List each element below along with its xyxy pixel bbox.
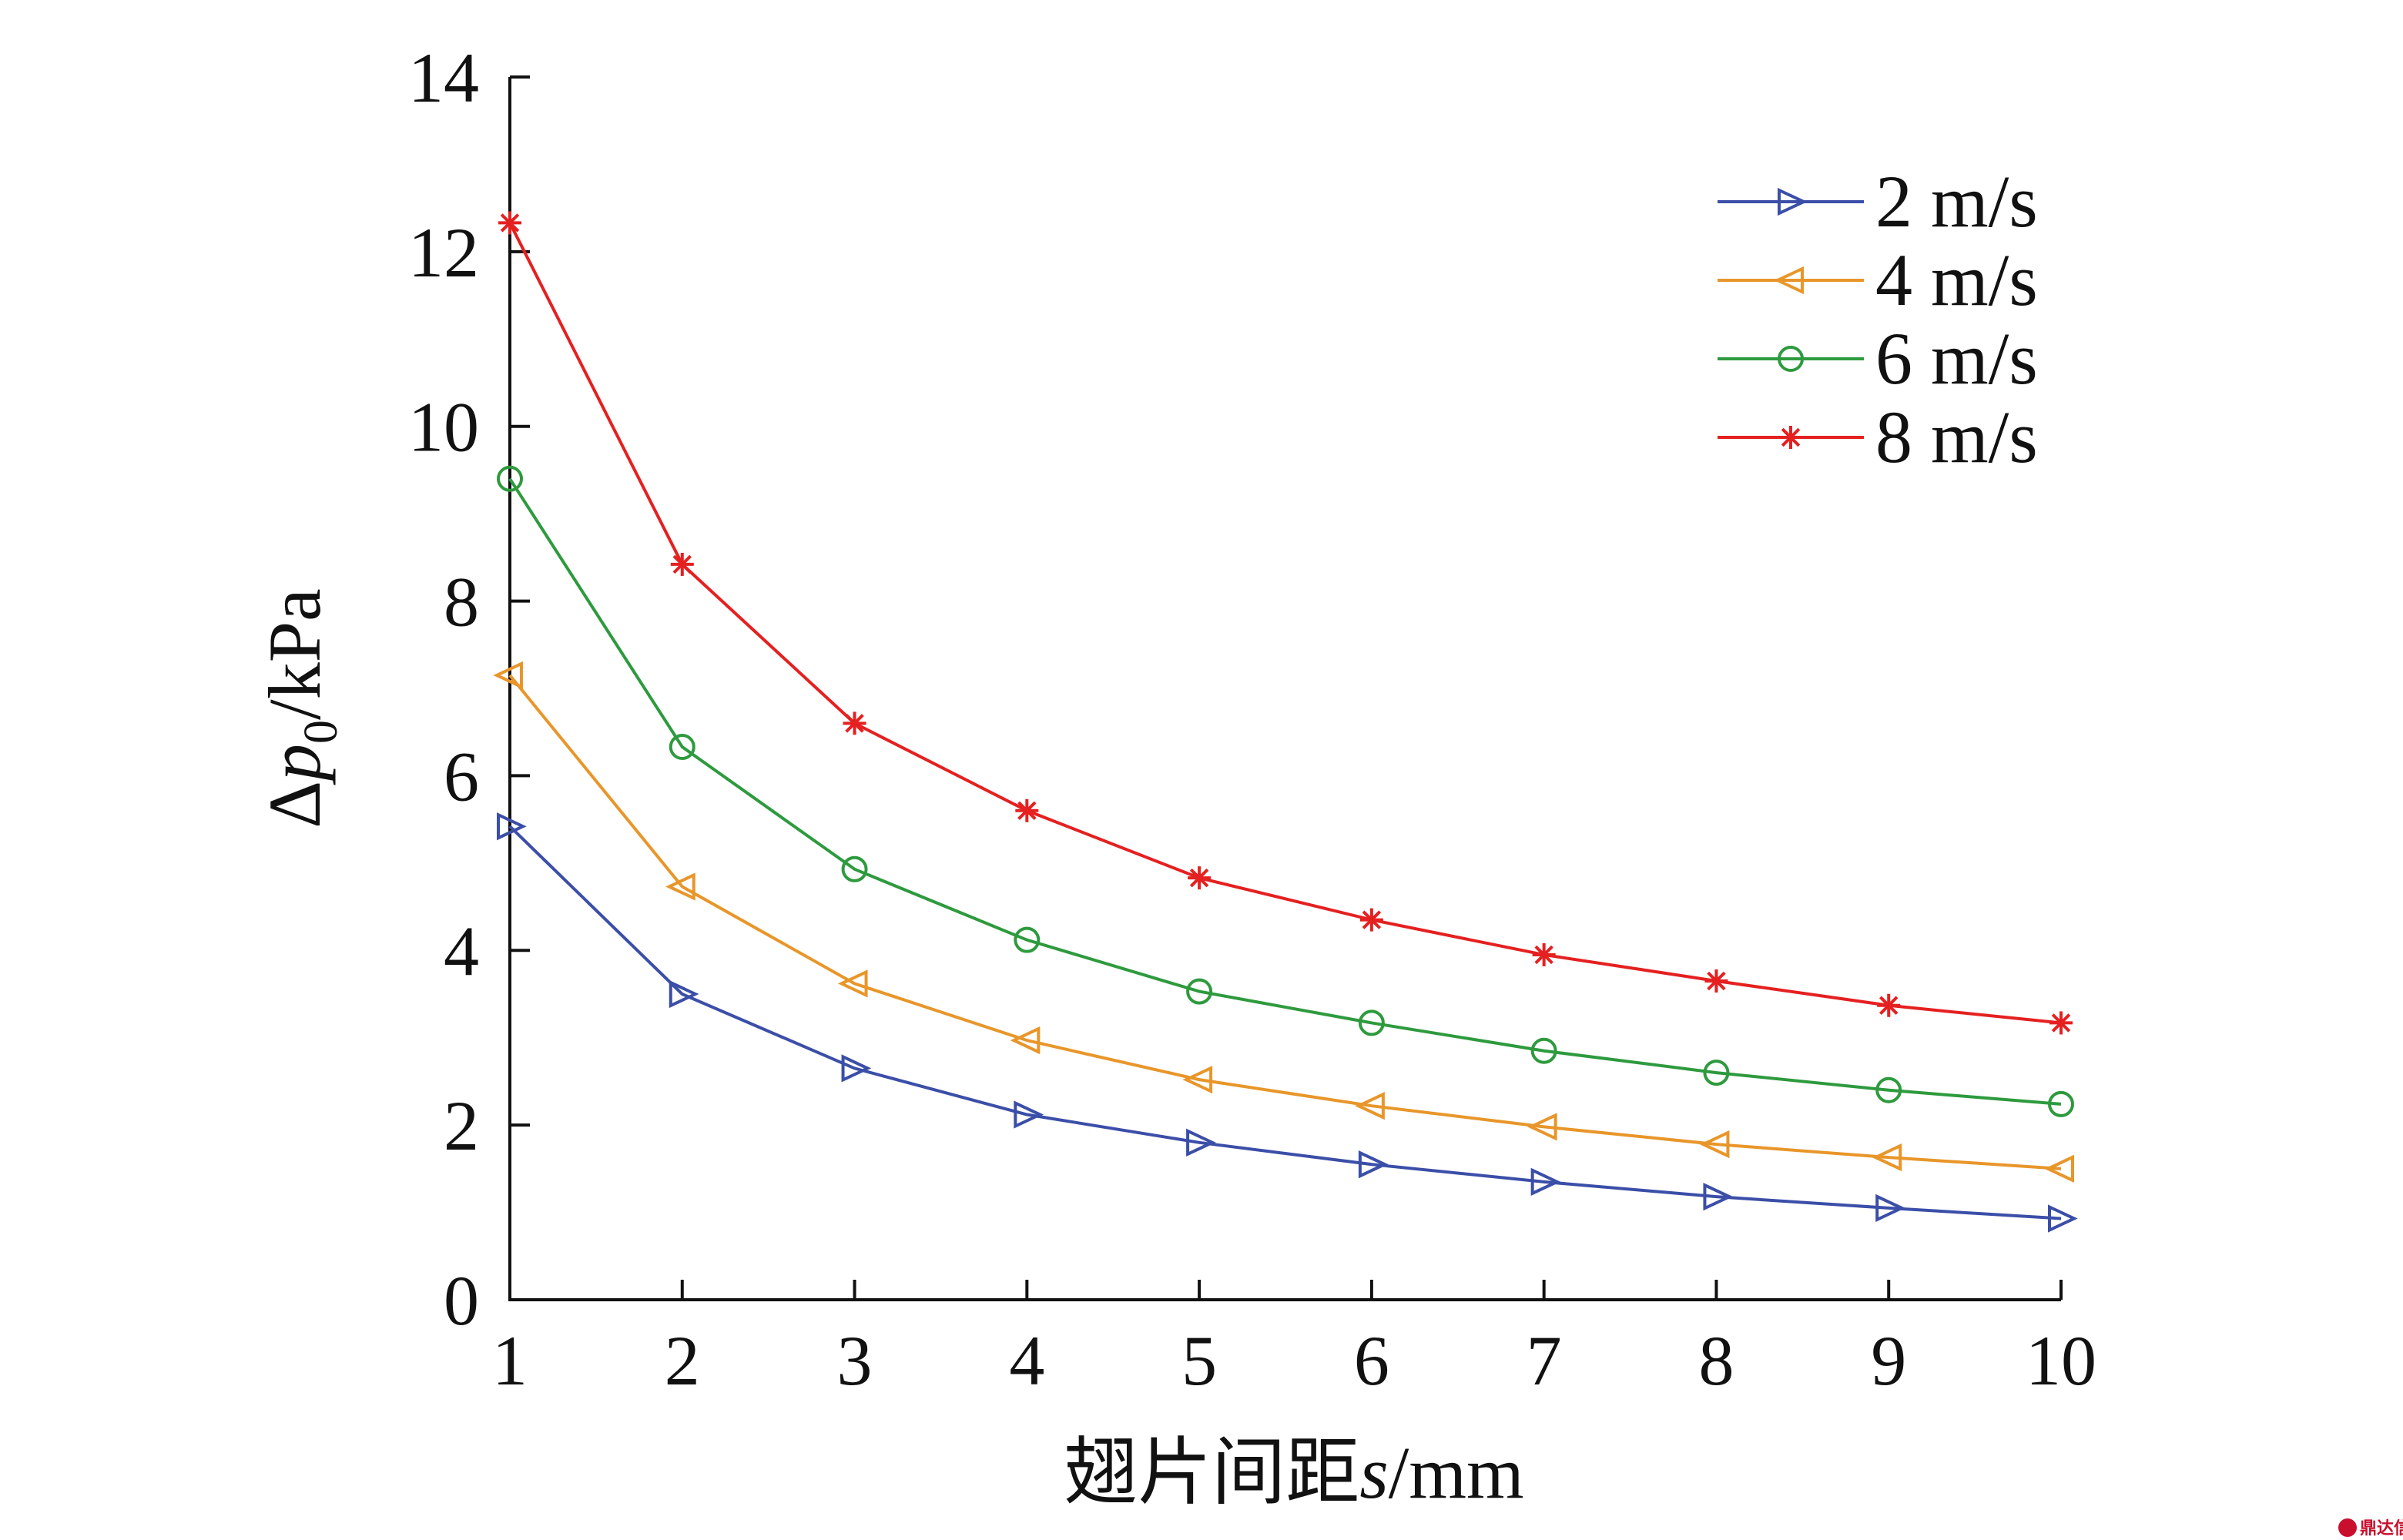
- data-point-2ms: [1703, 1183, 1734, 1211]
- data-point-8ms: [498, 211, 521, 235]
- data-point-6ms: [1703, 1060, 1730, 1086]
- data-point-4ms: [1010, 1026, 1041, 1055]
- data-point-2ms: [1530, 1167, 1561, 1197]
- data-point-8ms: [670, 552, 694, 576]
- x-tick-label: 5: [1181, 1321, 1217, 1400]
- data-point-4ms: [837, 969, 868, 998]
- legend: 2 m/s4 m/s6 m/s8 m/s: [1718, 160, 2038, 478]
- watermark-text: 鼎达信: [2360, 1518, 2403, 1538]
- x-tick-label: 3: [837, 1321, 873, 1400]
- data-point-4ms: [493, 661, 523, 690]
- legend-label: 4 m/s: [1875, 239, 2038, 321]
- axes: [508, 75, 2063, 1301]
- x-axis-title: 翅片间距s/mm: [1064, 1431, 1523, 1514]
- data-point-8ms: [1704, 969, 1728, 993]
- y-tick-label: 8: [444, 563, 479, 641]
- y-tick-label: 10: [408, 388, 479, 467]
- legend-marker: [1774, 266, 1804, 295]
- y-tick-label: 12: [408, 213, 479, 292]
- series-line-6ms: [508, 477, 2062, 1106]
- data-point-6ms: [1875, 1076, 1902, 1103]
- y-tick-label: 2: [444, 1086, 479, 1165]
- x-tick-label: 1: [492, 1321, 528, 1400]
- x-tick-label: 9: [1871, 1321, 1906, 1400]
- data-point-8ms: [843, 711, 866, 735]
- series-lines: [508, 222, 2062, 1220]
- x-tick-label: 7: [1527, 1321, 1562, 1400]
- legend-marker: [1778, 346, 1804, 372]
- data-point-8ms: [1877, 993, 1901, 1017]
- legend-label: 6 m/s: [1875, 317, 2038, 400]
- data-point-4ms: [1872, 1143, 1902, 1172]
- legend-entry-8ms: 8 m/s: [1718, 396, 2038, 478]
- data-point-6ms: [669, 733, 695, 760]
- legend-label: 2 m/s: [1875, 160, 2038, 243]
- data-point-6ms: [1358, 1009, 1385, 1036]
- x-tick-labels: 1 2 3 4 5 6 7 8 9 10: [492, 1321, 2096, 1400]
- data-point-8ms: [2049, 1011, 2073, 1035]
- legend-entry-2ms: 2 m/s: [1718, 160, 2038, 243]
- y-tick-label: 4: [444, 912, 479, 990]
- y-tick-labels: 0 2 4 6 8 10 12 14: [408, 38, 479, 1340]
- watermark-icon: [2338, 1518, 2357, 1537]
- data-point-4ms: [1527, 1113, 1557, 1141]
- y-axis-title: Δp0/kPa: [253, 588, 347, 828]
- legend-entry-4ms: 4 m/s: [1718, 239, 2038, 321]
- legend-marker: [1778, 187, 1808, 216]
- data-point-6ms: [2048, 1090, 2074, 1117]
- y-tick-label: 0: [444, 1261, 479, 1340]
- series-line-4ms: [508, 674, 2062, 1170]
- y-tick-label: 14: [408, 38, 479, 117]
- data-point-2ms: [2048, 1204, 2078, 1233]
- data-point-2ms: [1358, 1150, 1389, 1179]
- data-point-6ms: [1186, 978, 1213, 1005]
- data-point-6ms: [497, 465, 523, 492]
- x-tick-label: 10: [2026, 1321, 2096, 1400]
- data-point-2ms: [497, 812, 527, 841]
- data-point-4ms: [665, 872, 695, 901]
- legend-entry-6ms: 6 m/s: [1718, 317, 2038, 400]
- series-line-2ms: [508, 825, 2062, 1220]
- x-tick-label: 2: [665, 1321, 700, 1400]
- legend-label: 8 m/s: [1875, 396, 2038, 478]
- data-point-8ms: [1532, 942, 1556, 966]
- data-point-2ms: [669, 979, 699, 1009]
- data-point-8ms: [1188, 866, 1212, 890]
- data-point-2ms: [1014, 1100, 1044, 1129]
- x-tick-label: 6: [1354, 1321, 1389, 1400]
- x-tick-label: 4: [1009, 1321, 1044, 1400]
- data-point-4ms: [2044, 1154, 2074, 1183]
- series-line-8ms: [508, 222, 2062, 1025]
- x-tick-label: 8: [1698, 1321, 1734, 1400]
- data-point-6ms: [1014, 926, 1041, 953]
- data-point-6ms: [841, 855, 868, 882]
- data-point-2ms: [1186, 1128, 1216, 1157]
- watermark-logo: 鼎达信: [2338, 1518, 2403, 1538]
- data-point-4ms: [1182, 1066, 1213, 1094]
- y-tick-label: 6: [444, 737, 479, 815]
- data-point-4ms: [1355, 1092, 1385, 1120]
- legend-marker: [1779, 426, 1802, 449]
- data-point-8ms: [1015, 798, 1039, 822]
- data-point-2ms: [841, 1054, 872, 1083]
- series-markers: [493, 211, 2078, 1233]
- data-point-4ms: [1699, 1130, 1730, 1159]
- data-point-6ms: [1530, 1037, 1557, 1064]
- data-point-2ms: [1875, 1194, 1905, 1223]
- data-point-8ms: [1359, 908, 1383, 932]
